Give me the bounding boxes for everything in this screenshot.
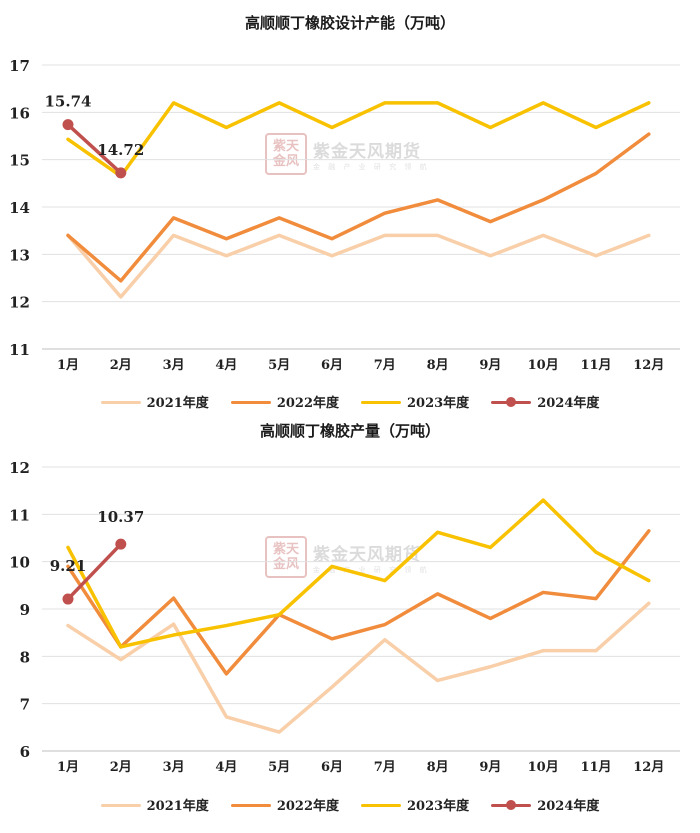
x-tick-label: 8月 (427, 358, 449, 373)
chart-legend: 2021年度 2022年度 2023年度 2024年度 (0, 795, 700, 814)
watermark-name: 紫金天风期货 (313, 141, 421, 162)
x-tick-label: 3月 (163, 358, 185, 373)
x-tick-label: 6月 (321, 358, 343, 373)
series-line-2023年度 (66, 101, 651, 178)
legend-label: 2023年度 (407, 799, 470, 814)
legend-swatch (230, 798, 271, 812)
watermark-subtitle: 金 融 产 业 研 究 领 航 (313, 162, 430, 171)
data-point (62, 119, 74, 131)
data-point (115, 538, 127, 550)
legend-item: 2021年度 (100, 795, 209, 814)
chart-title: 高顺顺丁橡胶设计产能（万吨） (244, 14, 455, 32)
series-line-2024年度 (66, 122, 123, 175)
y-tick-label: 12 (9, 459, 30, 477)
watermark-seal: 紫天 金风 (265, 133, 307, 175)
watermark-name: 紫金天风期货 (313, 544, 421, 565)
legend-swatch (491, 395, 532, 409)
chart-title: 高顺顺丁橡胶产量（万吨） (259, 422, 440, 440)
output-chart-svg: 6 7 8 9 10 11 12 1月 2月 3月 4月 5月 6月 7月 8月 9月 10月 11月 12月 9.2… (9, 459, 680, 775)
y-tick-label: 6 (20, 743, 30, 761)
y-tick-label: 9 (20, 601, 30, 619)
x-tick-label: 7月 (374, 760, 396, 775)
series-line-2021年度 (66, 601, 651, 734)
capacity-chart-svg: 11 12 13 14 15 16 17 1月 2月 3月 4月 5月 6月 7月 8月 9月 10月 11月 12… (9, 57, 680, 373)
x-tick-label: 10月 (528, 760, 559, 775)
legend-label: 2024年度 (537, 799, 600, 814)
x-tick-label: 8月 (427, 760, 449, 775)
series-line-2022年度 (66, 132, 651, 283)
x-tick-label: 11月 (580, 760, 611, 775)
y-tick-label: 8 (20, 648, 30, 666)
legend-item: 2022年度 (230, 392, 339, 411)
series-line-2023年度 (66, 498, 651, 649)
x-tick-label: 4月 (215, 358, 237, 373)
legend-swatch (491, 798, 532, 812)
legend-item: 2023年度 (361, 392, 469, 411)
legend-label: 2023年度 (407, 396, 470, 411)
x-tick-label: 9月 (479, 358, 501, 373)
y-tick-label: 7 (20, 696, 30, 714)
legend-label: 2024年度 (537, 396, 600, 411)
x-tick-label: 12月 (633, 760, 664, 775)
series-line-2022年度 (66, 529, 651, 676)
watermark: 紫天 金风 紫金天风期货 金 融 产 业 研 究 领 航 (265, 133, 430, 175)
data-label: 9.21 (50, 557, 87, 575)
legend-label: 2022年度 (276, 799, 339, 814)
legend-label: 2022年度 (276, 396, 339, 411)
y-tick-label: 14 (9, 199, 30, 217)
chart-legend: 2021年度 2022年度 2023年度 2024年度 (0, 392, 700, 411)
x-tick-label: 1月 (57, 760, 79, 775)
x-tick-label: 1月 (57, 358, 79, 373)
legend-swatch (361, 395, 401, 409)
y-tick-label: 12 (9, 294, 30, 312)
y-tick-label: 10 (9, 554, 30, 572)
x-tick-label: 10月 (528, 358, 559, 373)
series-line-2021年度 (66, 233, 651, 299)
data-label: 15.74 (45, 93, 92, 111)
output-chart-panel: 高顺顺丁橡胶产量（万吨） 紫天 金风 紫金天风期货 金 融 产 业 研 究 领 航… (0, 418, 700, 833)
x-tick-label: 6月 (321, 760, 343, 775)
y-tick-label: 15 (9, 152, 30, 170)
x-tick-label: 11月 (580, 358, 611, 373)
x-tick-label: 4月 (215, 760, 237, 775)
legend-item: 2023年度 (361, 795, 469, 814)
y-tick-label: 11 (9, 506, 30, 524)
data-label: 10.37 (97, 508, 144, 526)
legend-swatch (100, 395, 141, 409)
legend-swatch (361, 798, 401, 812)
watermark-seal: 紫天 金风 (265, 536, 307, 578)
x-tick-label: 7月 (374, 358, 396, 373)
x-tick-label: 2月 (110, 760, 132, 775)
x-tick-label: 2月 (110, 358, 132, 373)
watermark-subtitle: 金 融 产 业 研 究 领 航 (313, 565, 430, 574)
data-label: 14.72 (97, 141, 144, 159)
legend-item: 2021年度 (100, 392, 209, 411)
legend-item: 2024年度 (491, 392, 599, 411)
legend-item: 2022年度 (230, 795, 339, 814)
x-tick-label: 9月 (479, 760, 501, 775)
data-point (115, 167, 127, 179)
data-point (62, 593, 74, 605)
legend-swatch (230, 395, 271, 409)
x-tick-label: 5月 (268, 358, 290, 373)
legend-item: 2024年度 (491, 795, 599, 814)
y-tick-label: 11 (9, 341, 30, 359)
y-tick-label: 13 (9, 246, 30, 264)
y-tick-label: 16 (9, 104, 30, 122)
legend-label: 2021年度 (146, 396, 209, 411)
series-line-2024年度 (66, 542, 123, 601)
legend-swatch (100, 798, 141, 812)
y-tick-label: 17 (9, 57, 30, 75)
capacity-chart-panel: 高顺顺丁橡胶设计产能（万吨） 紫天 金风 紫金天风期货 金 融 产 业 研 究 领… (0, 14, 700, 411)
x-tick-label: 5月 (268, 760, 290, 775)
watermark: 紫天 金风 紫金天风期货 金 融 产 业 研 究 领 航 (265, 536, 430, 578)
legend-label: 2021年度 (146, 799, 209, 814)
x-tick-label: 12月 (633, 358, 664, 373)
x-tick-label: 3月 (163, 760, 185, 775)
